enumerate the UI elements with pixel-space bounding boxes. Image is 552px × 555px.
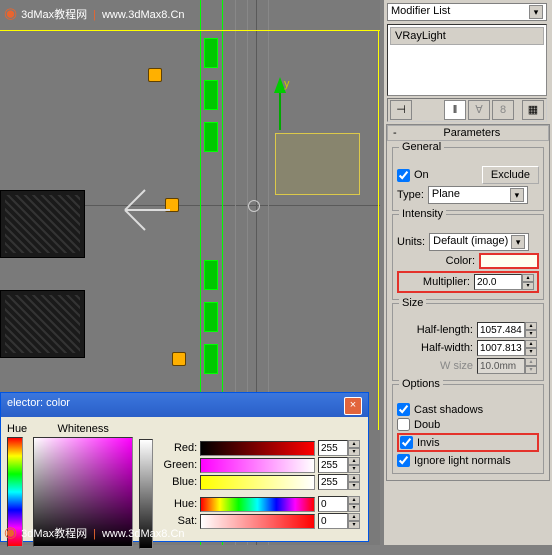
intensity-group: Intensity Units: Default (image)▾ Color:… <box>392 214 544 300</box>
type-dropdown[interactable]: Plane▾ <box>428 186 528 204</box>
half-width-label: Half-width: <box>421 342 473 354</box>
green-marker[interactable] <box>204 344 218 374</box>
invisible-checkbox[interactable] <box>400 436 413 449</box>
sat-bar[interactable] <box>200 514 315 529</box>
command-panel: Modifier List▾ VRayLight ⊣ ‖ ∀ 8 ▦ -Para… <box>382 0 552 545</box>
building-2 <box>0 290 85 358</box>
green-marker[interactable] <box>204 80 218 110</box>
watermark-top: ◉3dMax教程网|www.3dMax8.Cn <box>4 4 185 22</box>
stack-toolbar: ⊣ ‖ ∀ 8 ▦ <box>387 98 547 122</box>
stack-item-vraylight[interactable]: VRayLight <box>390 27 544 45</box>
wsize-label: W size <box>440 360 473 372</box>
green-marker[interactable] <box>204 38 218 68</box>
color-selector-window[interactable]: elector: color × Hue Whiteness Red:▴▾ Gr… <box>0 392 369 542</box>
window-title: elector: color <box>7 397 70 413</box>
modifier-stack[interactable]: VRayLight <box>387 24 547 96</box>
on-checkbox[interactable] <box>397 169 410 182</box>
red-spinner[interactable]: ▴▾ <box>318 440 362 456</box>
svg-text:y: y <box>284 78 290 90</box>
units-dropdown[interactable]: Default (image)▾ <box>429 233 529 251</box>
half-length-label: Half-length: <box>417 324 473 336</box>
half-length-spinner[interactable]: ▴▾ <box>477 322 539 338</box>
configure-icon[interactable]: ▦ <box>522 100 544 120</box>
pin-icon[interactable]: ⊣ <box>390 100 412 120</box>
green-spinner[interactable]: ▴▾ <box>318 457 362 473</box>
green-marker[interactable] <box>204 122 218 152</box>
window-titlebar[interactable]: elector: color × <box>1 393 368 417</box>
multiplier-spinner[interactable]: ▴▾ <box>474 274 536 290</box>
selection-box[interactable] <box>275 133 360 195</box>
options-group: Options Cast shadows Doub Invis Ignore l… <box>392 384 544 474</box>
cast-shadows-checkbox[interactable] <box>397 403 410 416</box>
light-object[interactable] <box>172 352 186 366</box>
gizmo[interactable]: y <box>270 75 300 138</box>
hue-bar[interactable] <box>200 497 315 512</box>
close-icon[interactable]: × <box>344 397 362 415</box>
type-label: Type: <box>397 189 424 201</box>
parameters-rollout: -Parameters General On Exclude Type: Pla… <box>386 124 550 481</box>
center-marker <box>248 200 260 212</box>
red-bar[interactable] <box>200 441 315 456</box>
tool-icon[interactable]: ∀ <box>468 100 490 120</box>
color-label: Color: <box>446 255 475 267</box>
blue-spinner[interactable]: ▴▾ <box>318 474 362 490</box>
watermark-bottom: ◉3dMax教程网|www.3dMax8.Cn <box>4 523 185 541</box>
units-label: Units: <box>397 236 425 248</box>
size-group: Size Half-length: ▴▾ Half-width: ▴▾ W si… <box>392 303 544 381</box>
building-1 <box>0 190 85 258</box>
whiteness-label: Whiteness <box>33 423 133 435</box>
half-width-spinner[interactable]: ▴▾ <box>477 340 539 356</box>
tool-icon[interactable]: 8 <box>492 100 514 120</box>
modifier-list-dropdown[interactable]: Modifier List▾ <box>387 3 547 21</box>
wsize-spinner: ▴▾ <box>477 358 539 374</box>
sat-spinner[interactable]: ▴▾ <box>318 513 362 529</box>
rollout-header[interactable]: -Parameters <box>387 125 549 141</box>
green-marker[interactable] <box>204 260 218 290</box>
hue-spinner[interactable]: ▴▾ <box>318 496 362 512</box>
exclude-button[interactable]: Exclude <box>482 166 539 184</box>
green-marker[interactable] <box>204 302 218 332</box>
nav-arrow <box>120 185 180 238</box>
general-group: General On Exclude Type: Plane▾ <box>392 147 544 211</box>
show-icon[interactable]: ‖ <box>444 100 466 120</box>
green-bar[interactable] <box>200 458 315 473</box>
light-object[interactable] <box>148 68 162 82</box>
on-label: On <box>414 169 429 181</box>
blue-bar[interactable] <box>200 475 315 490</box>
ignore-normals-checkbox[interactable] <box>397 454 410 467</box>
double-checkbox[interactable] <box>397 418 410 431</box>
hue-label: Hue <box>7 423 27 435</box>
multiplier-label: Multiplier: <box>423 276 470 288</box>
color-swatch[interactable] <box>479 253 539 269</box>
